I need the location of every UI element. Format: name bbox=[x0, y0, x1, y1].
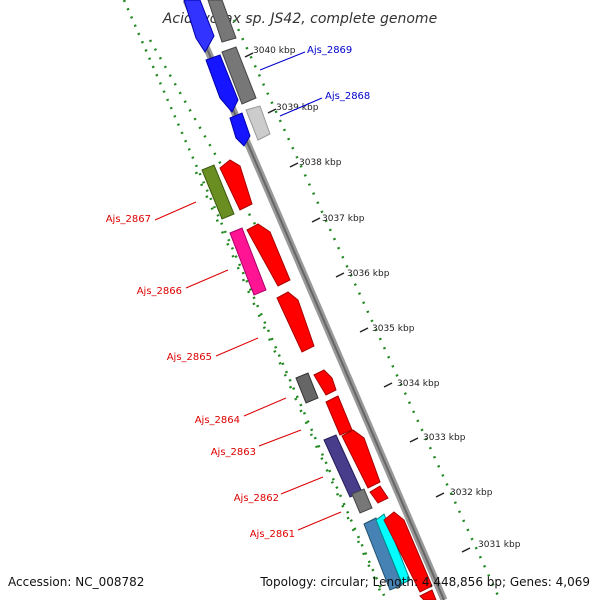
tick-mark bbox=[383, 382, 393, 388]
accession-text: Accession: NC_008782 bbox=[8, 575, 144, 589]
gene-arrow-bottom[interactable] bbox=[419, 589, 437, 600]
gene-label-Ajs_2862[interactable]: Ajs_2862 bbox=[234, 493, 279, 504]
gene-box-grey-2[interactable] bbox=[221, 46, 257, 105]
kbp-label: 3034 kbp bbox=[397, 379, 440, 389]
leader-line-Ajs_2863 bbox=[258, 429, 302, 447]
gene-label-Ajs_2867[interactable]: Ajs_2867 bbox=[106, 214, 151, 225]
gene-arrow-small-red[interactable] bbox=[369, 485, 389, 504]
leader-line-Ajs_2868 bbox=[279, 97, 323, 117]
gene-label-Ajs_2863[interactable]: Ajs_2863 bbox=[211, 447, 256, 458]
gene-box-grey-3[interactable] bbox=[295, 372, 319, 404]
gene-arrow-Ajs_2861[interactable] bbox=[383, 511, 433, 593]
leader-line-Ajs_2867 bbox=[154, 201, 197, 221]
gene-features bbox=[183, 0, 437, 600]
gene-label-Ajs_2868[interactable]: Ajs_2868 bbox=[325, 91, 370, 102]
gene-arrow-Ajs_2863[interactable] bbox=[341, 429, 381, 489]
kbp-label: 3032 kbp bbox=[450, 488, 493, 498]
gene-box-grey[interactable] bbox=[207, 0, 237, 43]
tick-mark bbox=[359, 327, 369, 333]
leader-line-Ajs_2865 bbox=[215, 337, 259, 357]
tick-mark bbox=[409, 437, 419, 443]
gene-label-Ajs_2864[interactable]: Ajs_2864 bbox=[195, 415, 240, 426]
gene-arrow-Ajs_2868[interactable] bbox=[229, 112, 251, 147]
tick-mark bbox=[461, 547, 471, 553]
gene-arrow-red[interactable] bbox=[219, 159, 253, 211]
kbp-label: 3039 kbp bbox=[276, 103, 319, 113]
kbp-label: 3035 kbp bbox=[372, 324, 415, 334]
kbp-label: 3040 kbp bbox=[253, 46, 296, 56]
gene-box-Ajs_2866[interactable] bbox=[229, 227, 267, 296]
kbp-label: 3037 kbp bbox=[322, 214, 365, 224]
tick-mark bbox=[335, 272, 345, 278]
topology-text: Topology: circular; Length: 4,448,856 bp… bbox=[259, 575, 590, 589]
gene-label-Ajs_2865[interactable]: Ajs_2865 bbox=[167, 352, 212, 363]
kbp-label: 3033 kbp bbox=[423, 433, 466, 443]
kbp-tick-marks bbox=[244, 52, 471, 553]
gene-label-Ajs_2866[interactable]: Ajs_2866 bbox=[137, 286, 182, 297]
tick-mark bbox=[267, 108, 277, 114]
leader-line-Ajs_2864 bbox=[243, 397, 287, 417]
leader-line-Ajs_2862 bbox=[280, 476, 324, 495]
outer-dotted-track bbox=[122, 0, 388, 600]
leader-line-Ajs_2861 bbox=[297, 511, 342, 531]
gene-label-Ajs_2861[interactable]: Ajs_2861 bbox=[250, 529, 295, 540]
gene-arrow-Ajs_2869[interactable] bbox=[205, 54, 239, 113]
gene-box-lightgrey[interactable] bbox=[245, 105, 271, 141]
kbp-label: 3038 kbp bbox=[299, 158, 342, 168]
kbp-label: 3031 kbp bbox=[478, 540, 521, 550]
tick-mark bbox=[244, 52, 254, 58]
gene-box-Ajs_2867[interactable] bbox=[201, 164, 235, 220]
gene-box-red[interactable] bbox=[325, 395, 353, 436]
leader-line-Ajs_2869 bbox=[259, 51, 306, 71]
right-dotted-track bbox=[232, 19, 502, 600]
gene-arrow-red-2[interactable] bbox=[246, 223, 291, 287]
gene-arrow-Ajs_2865[interactable] bbox=[276, 291, 315, 353]
leader-line-Ajs_2866 bbox=[185, 269, 229, 289]
gene-box-steelblue[interactable] bbox=[363, 517, 403, 591]
tick-mark bbox=[311, 217, 321, 223]
gene-box-grey-4[interactable] bbox=[351, 488, 373, 514]
tick-mark bbox=[435, 492, 445, 498]
gene-arrow-Ajs_2864[interactable] bbox=[313, 369, 337, 396]
gene-label-Ajs_2869[interactable]: Ajs_2869 bbox=[307, 45, 352, 56]
tick-mark bbox=[289, 162, 299, 168]
gene-arrow-Ajs_2870[interactable] bbox=[183, 0, 215, 53]
gene-box-cyan[interactable] bbox=[375, 513, 411, 585]
kbp-label: 3036 kbp bbox=[347, 269, 390, 279]
